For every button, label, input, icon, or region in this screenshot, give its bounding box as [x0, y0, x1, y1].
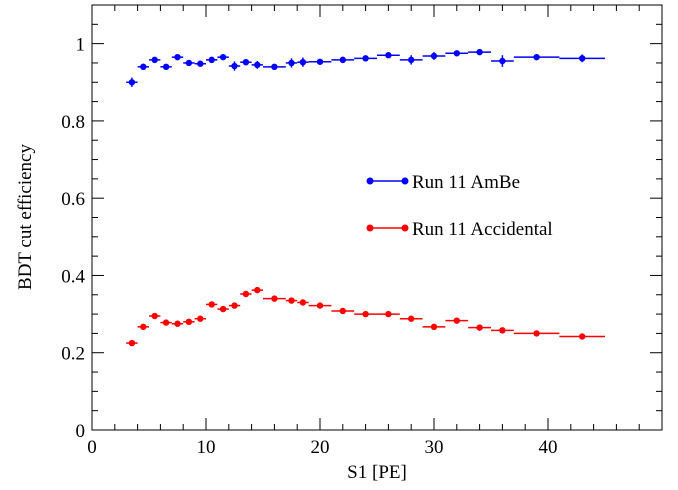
- data-point: [430, 52, 438, 60]
- data-point: [219, 53, 227, 61]
- data-point: [579, 333, 586, 340]
- legend-marker-ambe: [366, 177, 374, 185]
- data-point: [151, 312, 158, 320]
- series-layer: [126, 48, 605, 347]
- data-point: [430, 323, 438, 331]
- legend-marker-accidental: [401, 224, 409, 232]
- legend: Run 11 AmBe Run 11 Accidental: [366, 172, 553, 240]
- data-point: [408, 56, 415, 64]
- data-point: [299, 299, 307, 306]
- data-point: [254, 61, 261, 69]
- data-point: [385, 52, 392, 59]
- data-point: [299, 58, 307, 66]
- data-point: [271, 295, 278, 302]
- data-point: [242, 290, 250, 298]
- y-tick-label: 1: [76, 35, 86, 56]
- plot-frame: [91, 4, 663, 431]
- data-point: [499, 57, 506, 65]
- data-point: [271, 63, 278, 71]
- legend-label-accidental: Run 11 Accidental: [412, 219, 553, 240]
- series-1: [126, 286, 605, 347]
- y-tick-label: 0.8: [61, 112, 85, 133]
- data-point: [242, 58, 250, 66]
- data-point: [197, 60, 204, 67]
- data-point: [208, 56, 215, 64]
- data-point: [499, 327, 506, 334]
- x-tick-label: 40: [539, 437, 558, 458]
- data-point: [339, 307, 346, 315]
- data-point: [533, 330, 540, 337]
- data-point: [476, 324, 483, 331]
- data-point: [128, 79, 136, 86]
- data-point: [231, 62, 238, 70]
- data-point: [174, 53, 181, 61]
- y-tick-label: 0.4: [61, 266, 85, 287]
- data-point: [385, 310, 392, 318]
- data-point: [453, 50, 460, 57]
- data-point: [162, 319, 170, 326]
- axis-ticks: [91, 4, 663, 431]
- y-axis-label: BDT cut efficiency: [15, 144, 36, 290]
- legend-label-ambe: Run 11 AmBe: [412, 172, 520, 193]
- data-point: [316, 302, 324, 309]
- legend-marker-accidental: [366, 224, 374, 232]
- data-point: [219, 305, 227, 313]
- x-tick-label: 0: [87, 437, 97, 458]
- data-point: [208, 301, 215, 308]
- x-tick-labels: 0 10 20 30 40: [87, 437, 557, 458]
- data-point: [288, 297, 295, 304]
- y-tick-label: 0.2: [61, 344, 85, 365]
- data-point: [362, 310, 369, 318]
- y-tick-label: 0.6: [61, 189, 85, 210]
- y-tick-label: 0: [76, 421, 86, 442]
- data-point: [288, 59, 295, 67]
- data-point: [316, 58, 324, 65]
- legend-marker-ambe: [401, 177, 409, 185]
- data-point: [533, 53, 540, 61]
- y-tick-labels: 0 0.2 0.4 0.6 0.8 1: [61, 35, 85, 442]
- data-point: [151, 56, 158, 64]
- x-tick-label: 20: [311, 437, 330, 458]
- data-point: [579, 55, 586, 62]
- data-point: [197, 315, 204, 322]
- x-tick-label: 10: [197, 437, 216, 458]
- data-point: [140, 63, 147, 71]
- legend-item-ambe: Run 11 AmBe: [366, 172, 520, 193]
- data-point: [453, 317, 460, 324]
- data-point: [362, 55, 369, 62]
- data-point: [185, 59, 193, 67]
- data-point: [231, 302, 238, 309]
- data-point: [162, 63, 170, 71]
- data-point: [185, 318, 193, 326]
- data-point: [476, 48, 483, 56]
- data-point: [339, 56, 346, 64]
- data-point: [254, 286, 261, 294]
- data-point: [174, 320, 181, 327]
- data-point: [128, 339, 136, 347]
- legend-item-accidental: Run 11 Accidental: [366, 219, 553, 240]
- series-0: [126, 48, 605, 87]
- x-axis-label: S1 [PE]: [347, 462, 407, 483]
- data-point: [408, 315, 415, 322]
- x-tick-label: 30: [425, 437, 444, 458]
- data-point: [140, 323, 147, 331]
